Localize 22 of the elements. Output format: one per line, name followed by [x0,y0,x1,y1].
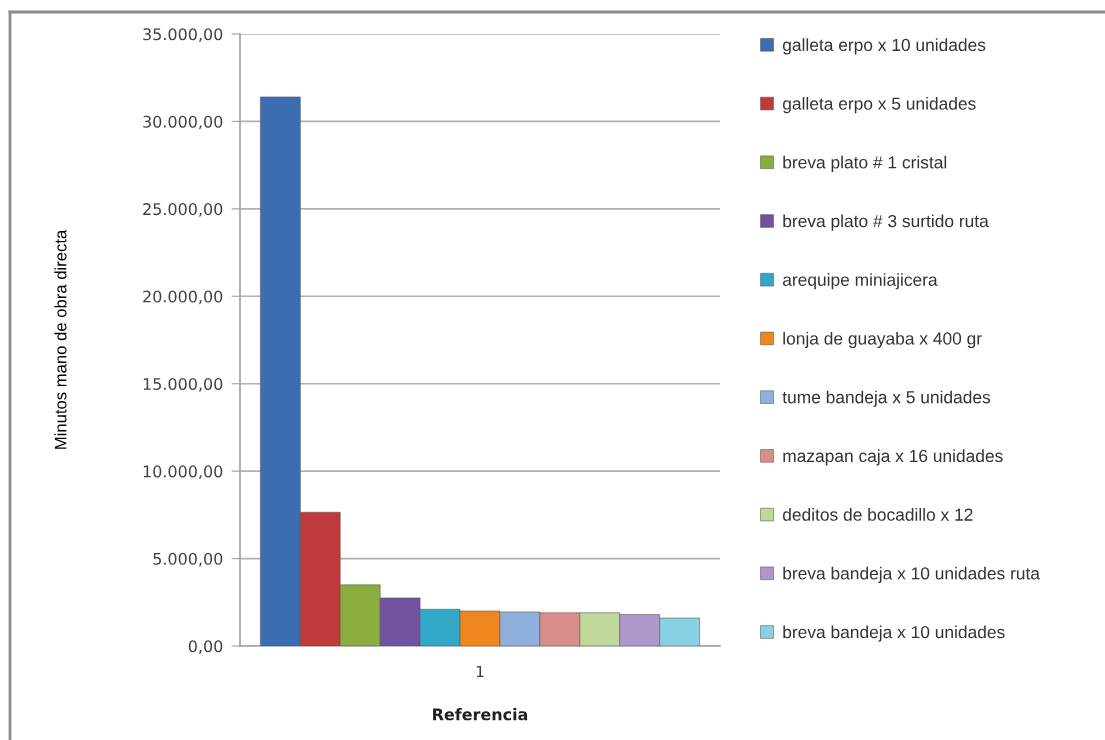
y-tick-label: 15.000,00 [143,377,223,392]
legend-label: breva plato # 3 surtido ruta [783,214,989,231]
legend-label: arequipe miniajicera [782,273,938,290]
legend-label: breva bandeja x 10 unidades ruta [783,566,1040,583]
legend-label: tume bandeja x 5 unidades [782,390,991,407]
y-tick-label: 25.000,00 [143,203,223,217]
legend-label: mazapan caja x 16 unidades [783,449,1003,466]
legend-label: galleta erpo x 10 unidades [782,38,986,55]
legend-label: lonja de guayaba x 400 gr [783,331,982,349]
legend-label: breva plato # 1 cristal [783,155,947,172]
y-tick-label: 35.000,00 [143,28,223,42]
y-tick-label: 10.000,00 [143,465,223,480]
x-tick-label: 1 [476,665,484,678]
legend-label: galleta erpo x 5 unidades [782,97,976,114]
y-tick-label: 5.000,00 [153,552,223,567]
legend-label: breva bandeja x 10 unidades [783,625,1005,642]
y-tick-label: 0,00 [188,640,223,654]
legend-label: deditos de bocadillo x 12 [782,508,973,521]
y-tick-label: 30.000,00 [143,115,223,130]
x-axis-title: Referencia [433,708,528,721]
y-axis-title: Minutos mano de obra directa [54,229,67,449]
y-tick-label: 20.000,00 [143,290,223,305]
